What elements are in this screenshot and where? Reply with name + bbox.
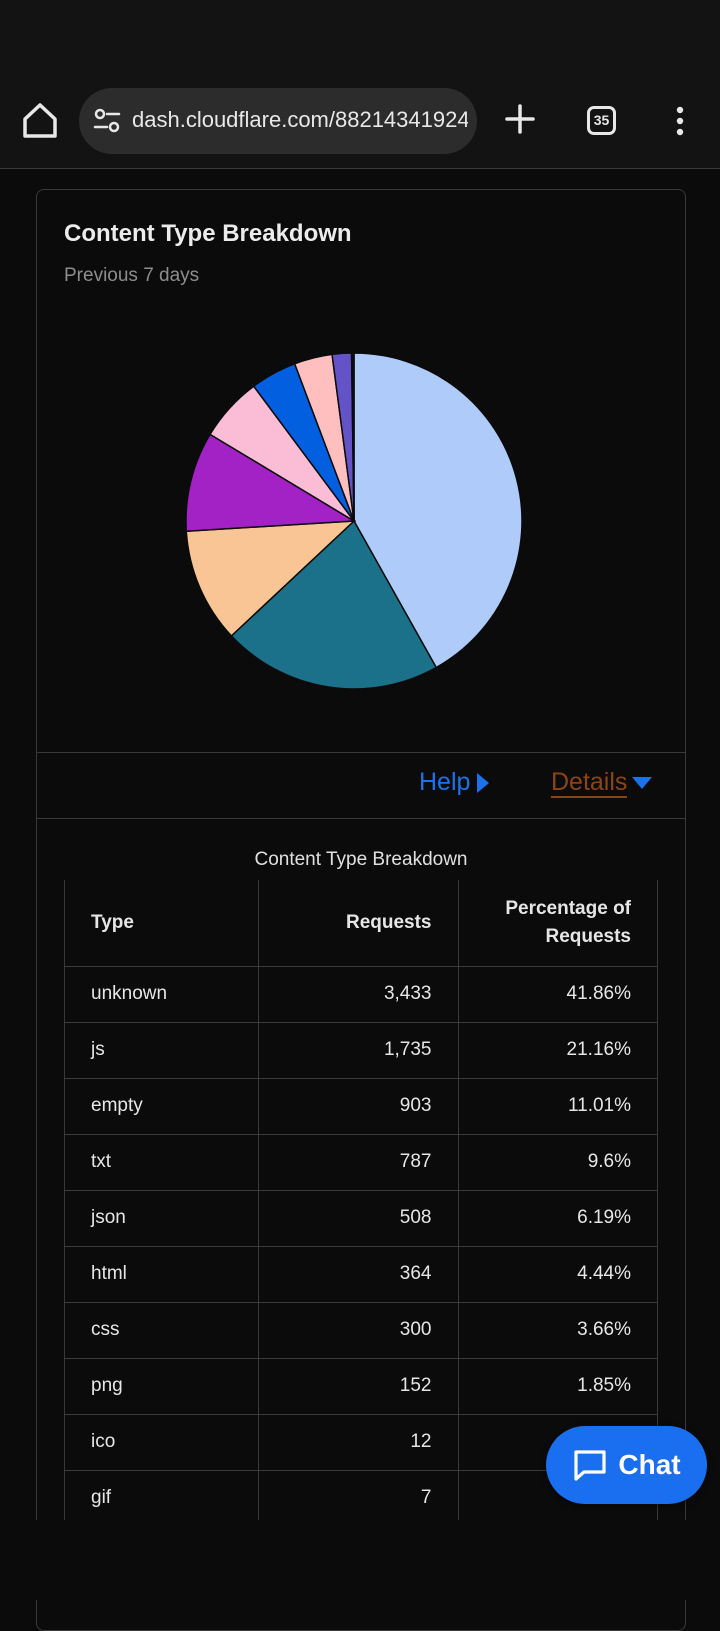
cell-requests: 3,433	[258, 965, 459, 1023]
home-icon[interactable]	[20, 100, 60, 142]
pie-slice-txt[interactable]	[185, 433, 357, 533]
cell-percentage: 1.85%	[457, 1357, 658, 1415]
table-row: unknown 3,433 41.86%	[64, 965, 658, 1023]
table-row: txt 787 9.6%	[64, 1133, 658, 1191]
url-text[interactable]: dash.cloudflare.com/88214341924	[132, 107, 468, 132]
caret-right-icon	[477, 772, 490, 793]
table-header-row: Type Requests Percentage of Requests	[64, 880, 658, 967]
pie-slice-unknown[interactable]	[353, 352, 523, 669]
content-type-card: Content Type Breakdown Previous 7 days H…	[36, 189, 686, 1631]
table-row: png 152 1.85%	[64, 1357, 658, 1415]
cell-percentage: 11.01%	[457, 1077, 658, 1135]
cell-type: gif	[64, 1469, 259, 1527]
column-header-requests: Requests	[258, 880, 459, 967]
chat-button[interactable]: Chat	[546, 1426, 707, 1504]
cell-requests: 903	[258, 1077, 459, 1135]
cell-percentage: 6.19%	[457, 1189, 658, 1247]
cell-type: empty	[64, 1077, 259, 1135]
table-caption: Content Type Breakdown	[254, 849, 468, 870]
pie-slice-js[interactable]	[230, 519, 438, 690]
help-link[interactable]: Help	[419, 768, 490, 797]
column-header-type: Type	[64, 880, 259, 967]
cell-percentage: 4.44%	[457, 1245, 658, 1303]
chat-bubble-icon	[574, 1450, 606, 1481]
plus-icon[interactable]	[505, 104, 535, 134]
details-toggle[interactable]: Details	[551, 768, 653, 798]
table-row: json 508 6.19%	[64, 1189, 658, 1247]
table-row: html 364 4.44%	[64, 1245, 658, 1303]
browser-toolbar: dash.cloudflare.com/88214341924 35	[0, 0, 720, 169]
cell-requests: 12	[258, 1413, 459, 1471]
address-bar[interactable]: dash.cloudflare.com/88214341924	[79, 88, 477, 154]
cell-requests: 152	[258, 1357, 459, 1415]
table-row: js 1,735 21.16%	[64, 1021, 658, 1079]
cell-requests: 1,735	[258, 1021, 459, 1079]
help-label[interactable]: Help	[419, 768, 471, 796]
card-subtitle: Previous 7 days	[64, 265, 200, 286]
cell-requests: 300	[258, 1301, 459, 1359]
cell-type: png	[64, 1357, 259, 1415]
cell-type: ico	[64, 1413, 259, 1471]
pie-chart	[185, 352, 523, 690]
cell-requests: 7	[258, 1469, 459, 1527]
pie-slice-empty[interactable]	[185, 520, 357, 637]
cell-requests: 787	[258, 1133, 459, 1191]
details-label[interactable]: Details	[551, 768, 628, 798]
tab-switcher-icon[interactable]: 35	[587, 106, 616, 135]
table-row: css 300 3.66%	[64, 1301, 658, 1359]
divider	[37, 818, 685, 819]
cell-requests: 364	[258, 1245, 459, 1303]
site-settings-icon[interactable]	[93, 108, 121, 134]
card-title: Content Type Breakdown	[64, 220, 352, 247]
more-vert-icon[interactable]	[672, 106, 688, 136]
cell-percentage: 3.66%	[457, 1301, 658, 1359]
divider	[37, 752, 685, 753]
cell-type: css	[64, 1301, 259, 1359]
chat-label[interactable]: Chat	[618, 1449, 681, 1480]
caret-down-icon	[632, 777, 653, 789]
cell-type: json	[64, 1189, 259, 1247]
cell-percentage: 41.86%	[457, 965, 658, 1023]
cell-type: unknown	[64, 965, 259, 1023]
cell-type: txt	[64, 1133, 259, 1191]
column-header-percentage: Percentage of Requests	[457, 880, 658, 967]
cell-percentage: 21.16%	[457, 1021, 658, 1079]
cell-type: js	[64, 1021, 259, 1079]
page-bottom	[0, 1520, 720, 1600]
cell-type: html	[64, 1245, 259, 1303]
cell-requests: 508	[258, 1189, 459, 1247]
pie-slice-gif[interactable]	[352, 352, 355, 522]
cell-percentage: 9.6%	[457, 1133, 658, 1191]
table-row: empty 903 11.01%	[64, 1077, 658, 1135]
